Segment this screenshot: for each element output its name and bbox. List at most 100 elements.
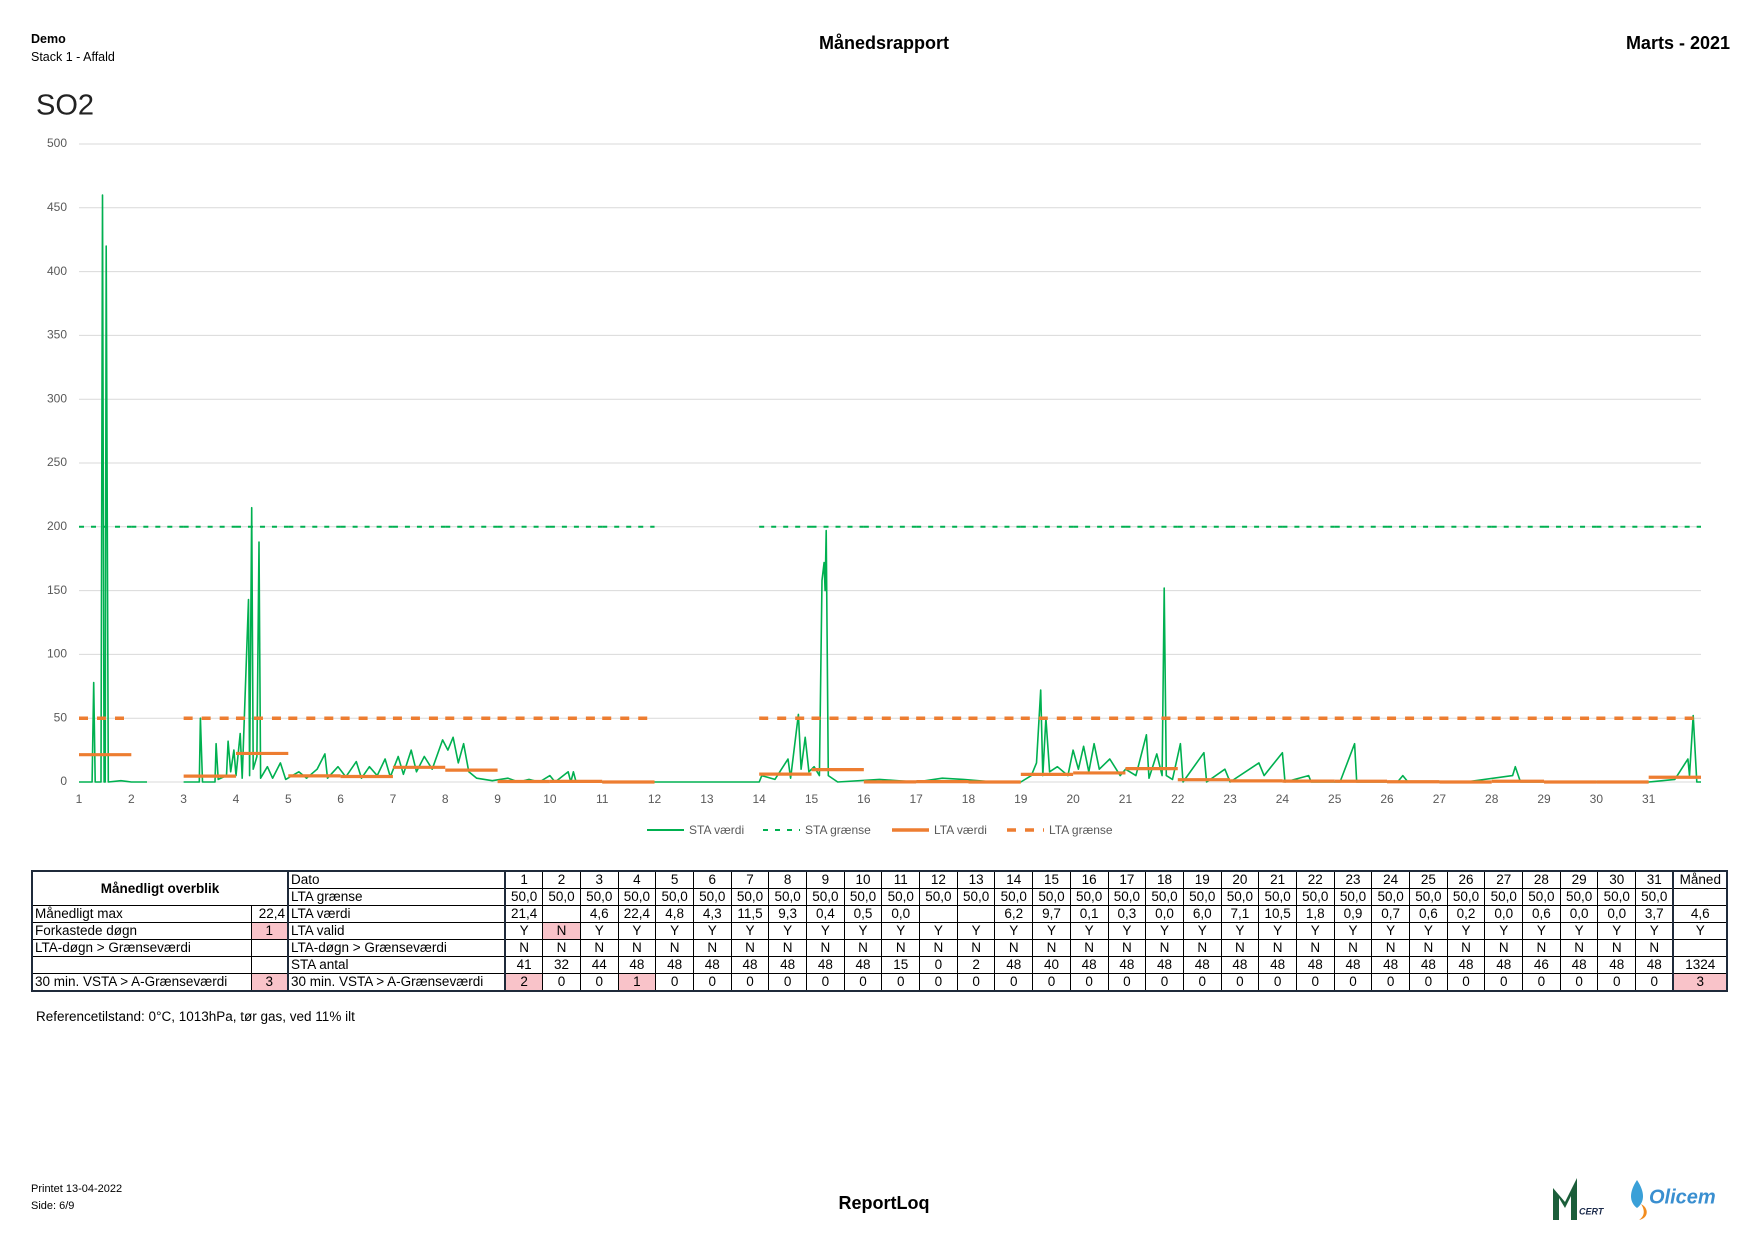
table-cell: 48 [1446, 956, 1486, 974]
stack: Stack 1 - Affald [31, 50, 115, 64]
table-cell: N [1032, 939, 1071, 957]
table-cell: 3,7 [1635, 905, 1674, 923]
table-cell: 0 [1220, 973, 1260, 992]
table-cell: N [692, 939, 732, 957]
overview-label: LTA-døgn > Grænseværdi [31, 939, 252, 957]
table-cell: 50,0 [542, 888, 581, 906]
x-tick-label: 17 [909, 792, 923, 806]
table-cell: Y [843, 922, 883, 940]
table-cell: 50,0 [1258, 888, 1297, 906]
x-tick-label: 21 [1119, 792, 1133, 806]
table-cell: Y [1635, 922, 1674, 940]
row-label: LTA-døgn > Grænseværdi [287, 939, 506, 957]
table-cell: Y [1672, 922, 1728, 940]
table-cell: 0 [1182, 973, 1222, 992]
table-cell: Y [1597, 922, 1637, 940]
x-tick-label: 19 [1014, 792, 1028, 806]
table-cell: N [1333, 939, 1373, 957]
table-cell: N [1446, 939, 1486, 957]
overview-value: 22,4 [250, 905, 289, 923]
table-cell: 4,3 [692, 905, 732, 923]
table-cell: 1,8 [1295, 905, 1335, 923]
table-cell: N [617, 939, 657, 957]
overview-value: 1 [250, 922, 289, 940]
table-cell: 50,0 [1220, 888, 1260, 906]
table-cell: N [919, 939, 958, 957]
olicem-drop [1631, 1180, 1643, 1208]
table-cell: 50,0 [1032, 888, 1071, 906]
table-cell: N [843, 939, 883, 957]
overview-value [250, 956, 289, 974]
table-cell: N [806, 939, 845, 957]
table-cell: Y [994, 922, 1034, 940]
table-cell: N [1484, 939, 1524, 957]
product-name: ReportLoq [838, 1193, 930, 1213]
table-cell: 4,6 [1672, 905, 1728, 923]
table-cell: 3 [1672, 973, 1728, 992]
table-cell: 10,5 [1258, 905, 1297, 923]
table-cell: 0 [1484, 973, 1524, 992]
table-cell: 48 [692, 956, 732, 974]
table-cell: 21,4 [504, 905, 544, 923]
legend-label: LTA værdi [934, 823, 987, 837]
table-cell: 0 [542, 973, 581, 992]
table-cell: 10 [843, 870, 883, 889]
table-cell: Y [1484, 922, 1524, 940]
table-cell: 20 [1220, 870, 1260, 889]
table-cell: 48 [1559, 956, 1599, 974]
table-cell: 50,0 [768, 888, 807, 906]
table-cell: N [1069, 939, 1109, 957]
table-cell: Y [504, 922, 544, 940]
x-tick-label: 24 [1276, 792, 1290, 806]
table-cell: 0 [956, 973, 996, 992]
table-row: Forkastede døgn 1 LTA valid Y N Y Y Y Y Y Y Y Y Y Y Y Y Y… [31, 922, 1728, 940]
table-cell: 0 [692, 973, 732, 992]
table-cell: N [1409, 939, 1448, 957]
table-cell: 0 [919, 973, 958, 992]
report-title: Månedsrapport [818, 33, 950, 53]
table-cell: 0,0 [1597, 905, 1637, 923]
table-cell [919, 905, 958, 923]
table-cell: 9 [806, 870, 845, 889]
table-cell: 14 [994, 870, 1034, 889]
x-tick-label: 16 [857, 792, 871, 806]
table-cell: 3 [579, 870, 619, 889]
table-cell: 1 [504, 870, 544, 889]
table-cell: 48 [1107, 956, 1147, 974]
legend-label: STA værdi [689, 823, 744, 837]
row-label: Dato [287, 870, 506, 889]
x-tick-label: 27 [1433, 792, 1447, 806]
table-cell: Y [1522, 922, 1561, 940]
table-cell: 30 [1597, 870, 1637, 889]
table-cell: 0 [1522, 973, 1561, 992]
table-cell: Y [730, 922, 770, 940]
table-cell: 0 [1333, 973, 1373, 992]
table-cell: 0,3 [1107, 905, 1147, 923]
table-cell: 27 [1484, 870, 1524, 889]
table-cell: 50,0 [843, 888, 883, 906]
table-cell: 48 [1333, 956, 1373, 974]
table-cell: 0 [1409, 973, 1448, 992]
table-cell: 48 [843, 956, 883, 974]
table-cell: Y [919, 922, 958, 940]
table-cell: 50,0 [730, 888, 770, 906]
x-tick-label: 15 [805, 792, 819, 806]
table-cell: 1324 [1672, 956, 1728, 974]
table-cell: 50,0 [1409, 888, 1448, 906]
olicem-text: Olicem [1649, 1186, 1716, 1208]
table-cell: 48 [1182, 956, 1222, 974]
table-cell: 0 [768, 973, 807, 992]
table-cell: Y [1220, 922, 1260, 940]
table-cell: 50,0 [806, 888, 845, 906]
overview-label: Forkastede døgn [31, 922, 252, 940]
x-tick-label: 8 [442, 792, 449, 806]
table-cell: N [956, 939, 996, 957]
table-row: LTA grænse 50,0 50,0 50,0 50,0 50,0 50,0 50,0 50… [32, 888, 1728, 906]
y-tick-label: 0 [60, 774, 67, 788]
table-cell: 50,0 [1371, 888, 1410, 906]
table-cell: 26 [1446, 870, 1486, 889]
x-tick-label: 26 [1380, 792, 1394, 806]
x-tick-label: 23 [1223, 792, 1237, 806]
chart-title: SO2 [36, 90, 94, 122]
